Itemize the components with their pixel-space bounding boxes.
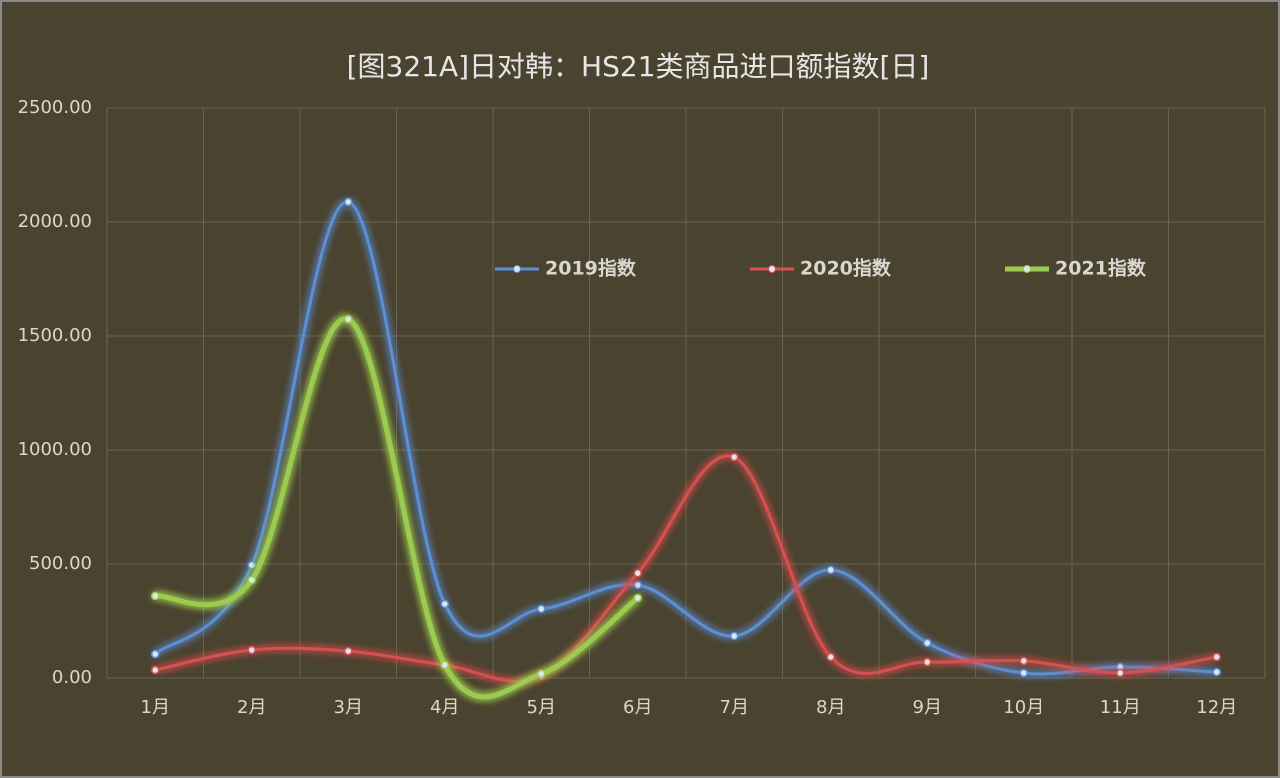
series-line [153,200,1219,676]
x-tick-label: 1月 [141,697,170,718]
point-marker [826,652,835,662]
legend-label: 2019指数 [545,257,637,280]
point-marker [151,649,160,659]
point-marker [440,599,449,609]
x-tick-label: 7月 [720,697,749,718]
legend-label: 2020指数 [800,257,892,280]
point-marker [730,631,739,641]
x-tick-label: 2月 [237,697,266,718]
point-marker [633,568,642,578]
point-marker [440,660,449,670]
point-marker [1212,652,1221,662]
chart-title: [图321A]日对韩：HS21类商品进口额指数[日] [347,50,930,83]
point-marker [344,314,353,324]
x-tick-label: 11月 [1100,697,1141,718]
x-tick-label: 4月 [430,697,459,718]
y-tick-label: 2500.00 [18,97,92,118]
x-tick-label: 3月 [334,697,363,718]
legend-marker [513,265,521,273]
point-marker [1019,668,1028,678]
point-marker [826,565,835,575]
x-tick-label: 8月 [816,697,845,718]
point-marker [633,580,642,590]
x-tick-label: 6月 [623,697,652,718]
point-marker [537,669,546,679]
y-tick-label: 500.00 [29,553,92,574]
point-marker [344,646,353,656]
legend-marker [1023,265,1031,273]
point-marker [151,665,160,675]
point-marker [1116,668,1125,678]
x-tick-label: 5月 [527,697,556,718]
point-marker [923,638,932,648]
point-marker [151,591,160,601]
point-marker [247,560,256,570]
point-marker [730,452,739,462]
x-tick-label: 12月 [1196,697,1237,718]
y-tick-label: 2000.00 [18,211,92,232]
y-tick-label: 1500.00 [18,325,92,346]
point-marker [247,575,256,585]
point-marker [537,604,546,614]
x-tick-label: 9月 [913,697,942,718]
point-marker [247,645,256,655]
legend-marker [768,265,776,273]
legend-label: 2021指数 [1055,257,1147,280]
point-marker [633,593,642,603]
point-marker [344,197,353,207]
point-marker [1212,667,1221,677]
x-tick-label: 10月 [1003,697,1044,718]
y-tick-label: 0.00 [52,667,92,688]
point-marker [1019,656,1028,666]
y-tick-label: 1000.00 [18,439,92,460]
point-marker [923,657,932,667]
